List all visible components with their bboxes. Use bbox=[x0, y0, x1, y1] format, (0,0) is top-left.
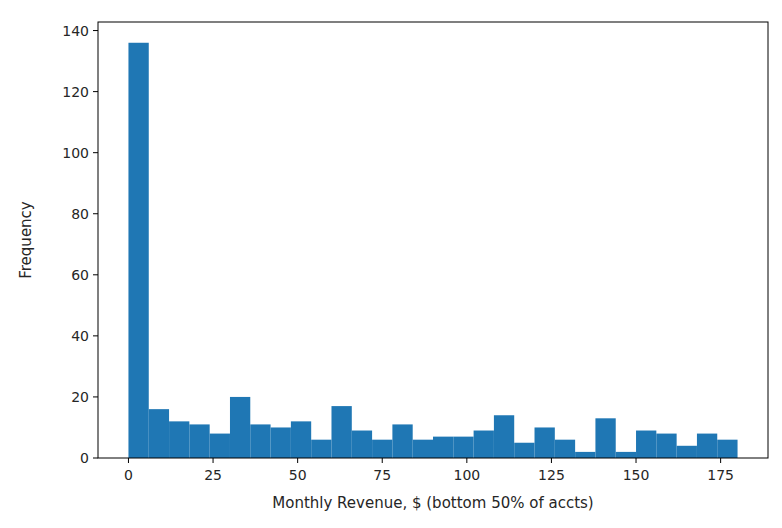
histogram-bar bbox=[636, 431, 656, 458]
x-tick-label: 25 bbox=[204, 467, 222, 483]
histogram-bar bbox=[169, 421, 189, 458]
y-tick-label: 60 bbox=[71, 267, 89, 283]
histogram-bar bbox=[392, 424, 412, 458]
y-tick bbox=[93, 213, 98, 214]
histogram-bar bbox=[474, 431, 494, 458]
x-tick bbox=[213, 458, 214, 463]
x-tick-label: 50 bbox=[289, 467, 307, 483]
bars bbox=[128, 43, 737, 458]
histogram-bar bbox=[210, 434, 230, 458]
histogram-bar bbox=[331, 406, 351, 458]
x-tick-label: 175 bbox=[707, 467, 734, 483]
y-tick-label: 100 bbox=[62, 145, 89, 161]
x-tick bbox=[551, 458, 552, 463]
histogram-bar bbox=[291, 421, 311, 458]
histogram-bar bbox=[250, 424, 270, 458]
y-tick-label: 80 bbox=[71, 206, 89, 222]
y-tick-label: 140 bbox=[62, 23, 89, 39]
histogram-bar bbox=[352, 431, 372, 458]
x-tick bbox=[720, 458, 721, 463]
y-tick bbox=[93, 335, 98, 336]
x-tick bbox=[466, 458, 467, 463]
histogram-bar bbox=[697, 434, 717, 458]
x-tick-label: 0 bbox=[124, 467, 133, 483]
chart: 0 25 50 75 100 125 150 175 0 20 40 60 80 100 120 140 Mon… bbox=[0, 0, 782, 528]
x-tick bbox=[297, 458, 298, 463]
x-tick-label: 100 bbox=[453, 467, 480, 483]
y-tick bbox=[93, 458, 98, 459]
x-tick-label: 125 bbox=[538, 467, 565, 483]
histogram-bar bbox=[230, 397, 250, 458]
y-tick-label: 20 bbox=[71, 389, 89, 405]
x-tick-label: 150 bbox=[623, 467, 650, 483]
y-tick bbox=[93, 152, 98, 153]
x-tick-label: 75 bbox=[373, 467, 391, 483]
histogram-bar bbox=[514, 443, 534, 458]
y-tick-label: 120 bbox=[62, 84, 89, 100]
histogram-bar bbox=[494, 415, 514, 458]
x-axis-label: Monthly Revenue, $ (bottom 50% of accts) bbox=[272, 494, 593, 512]
y-tick bbox=[93, 91, 98, 92]
histogram-bar bbox=[656, 434, 676, 458]
y-tick-label: 0 bbox=[80, 450, 89, 466]
y-axis-label: Frequency bbox=[17, 201, 35, 279]
y-tick bbox=[93, 396, 98, 397]
x-tick bbox=[128, 458, 129, 463]
histogram-bar bbox=[595, 418, 615, 458]
plot-frame bbox=[98, 22, 768, 458]
histogram-bar bbox=[616, 452, 636, 458]
x-tick bbox=[382, 458, 383, 463]
histogram-bar bbox=[677, 446, 697, 458]
histogram-bar bbox=[575, 452, 595, 458]
histogram-bar bbox=[555, 440, 575, 458]
histogram-bar bbox=[271, 427, 291, 458]
histogram-bar bbox=[433, 437, 453, 458]
y-tick bbox=[93, 274, 98, 275]
histogram-bar bbox=[311, 440, 331, 458]
histogram-bar bbox=[149, 409, 169, 458]
histogram-bar bbox=[413, 440, 433, 458]
y-tick bbox=[93, 30, 98, 31]
histogram-bar bbox=[535, 427, 555, 458]
histogram-bar bbox=[717, 440, 737, 458]
histogram-bar bbox=[128, 43, 148, 458]
histogram-bar bbox=[189, 424, 209, 458]
x-tick bbox=[636, 458, 637, 463]
y-tick-label: 40 bbox=[71, 328, 89, 344]
histogram-bar bbox=[453, 437, 473, 458]
histogram-bar bbox=[372, 440, 392, 458]
